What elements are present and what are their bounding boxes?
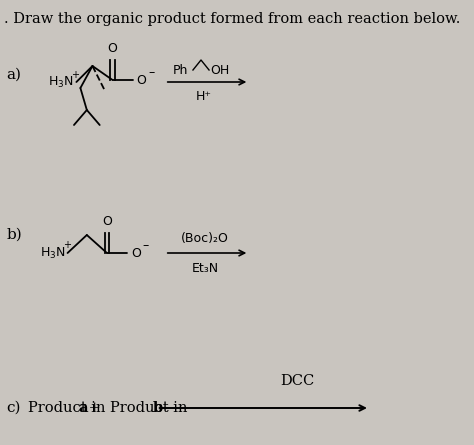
Text: . Draw the organic product formed from each reaction below.: . Draw the organic product formed from e… xyxy=(4,12,460,26)
Text: Et₃N: Et₃N xyxy=(191,262,219,275)
Text: OH: OH xyxy=(210,64,230,77)
Text: O: O xyxy=(108,42,118,55)
Text: +  Product in: + Product in xyxy=(84,401,192,415)
Text: Ph: Ph xyxy=(173,64,188,77)
Text: O: O xyxy=(131,247,141,259)
Text: DCC: DCC xyxy=(280,374,315,388)
Text: b): b) xyxy=(7,228,22,242)
Text: c): c) xyxy=(7,401,21,415)
Text: H$_3$N: H$_3$N xyxy=(48,74,74,89)
Text: +: + xyxy=(71,70,79,80)
Text: Product in: Product in xyxy=(28,401,110,415)
Text: O: O xyxy=(102,215,112,228)
Text: H⁺: H⁺ xyxy=(195,89,211,102)
Text: –: – xyxy=(142,239,148,252)
Text: –: – xyxy=(148,66,154,80)
Text: O: O xyxy=(137,73,146,86)
Text: a: a xyxy=(78,401,88,415)
Text: b: b xyxy=(153,401,163,415)
Text: +: + xyxy=(63,240,71,250)
Text: a): a) xyxy=(7,68,21,82)
Text: (Boc)₂O: (Boc)₂O xyxy=(181,231,229,244)
Text: H$_3$N: H$_3$N xyxy=(40,246,66,261)
